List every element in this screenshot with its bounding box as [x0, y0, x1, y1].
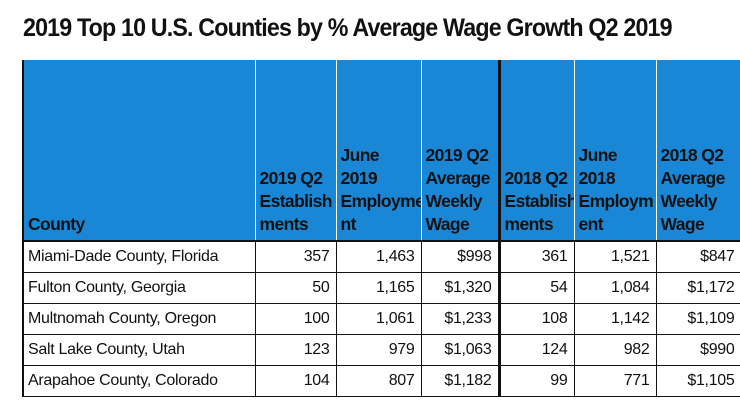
- header-line: ments: [259, 214, 309, 234]
- cell-employment-2019: 1,061: [336, 303, 422, 335]
- header-line: 2018 Q2: [504, 168, 569, 188]
- cell-county: Multnomah County, Oregon: [22, 303, 256, 335]
- cell-employment-2019: 1,165: [336, 272, 422, 304]
- cell-establishments-2019: 50: [255, 272, 337, 304]
- cell-avg-weekly-wage-2018: $1,105: [656, 365, 740, 397]
- cell-establishments-2018: 361: [499, 241, 575, 273]
- header-line: Average: [425, 168, 491, 188]
- header-line: Establish: [259, 191, 333, 211]
- header-line: Employm: [578, 191, 654, 211]
- page-title: 2019 Top 10 U.S. Counties by % Average W…: [23, 14, 673, 42]
- table-row: Salt Lake County, Utah 123 979 $1,063 124 982…: [22, 334, 740, 366]
- cell-establishments-2019: 104: [255, 365, 337, 397]
- cell-county: Arapahoe County, Colorado: [22, 365, 256, 397]
- cell-county: Salt Lake County, Utah: [22, 334, 256, 366]
- cell-establishments-2018: 108: [499, 303, 575, 335]
- header-line: June: [340, 145, 380, 165]
- table-row: Multnomah County, Oregon 100 1,061 $1,233 10…: [22, 303, 740, 335]
- header-line: Wage: [425, 214, 470, 234]
- header-line: Weekly: [425, 191, 483, 211]
- header-line: Average: [660, 168, 726, 188]
- cell-avg-weekly-wage-2019: $1,320: [421, 272, 501, 304]
- table-row: Fulton County, Georgia 50 1,165 $1,320 54 1,0…: [22, 272, 740, 304]
- cell-county: Miami-Dade County, Florida: [22, 241, 256, 273]
- table-body: Miami-Dade County, Florida 357 1,463 $998 36…: [22, 241, 740, 397]
- header-line: 2019 Q2: [425, 145, 490, 165]
- cell-county: Fulton County, Georgia: [22, 272, 256, 304]
- header-2019-establishments: 2019 Q2 Establish ments: [254, 60, 337, 242]
- header-2019-average-weekly-wage: 2019 Q2 Average Weekly Wage: [420, 60, 501, 242]
- header-june-2019-employment: June 2019 Employme nt: [335, 60, 422, 242]
- header-june-2018-employment: June 2018 Employm ent: [573, 60, 657, 242]
- header-county: County: [22, 60, 256, 242]
- cell-employment-2018: 1,521: [574, 241, 657, 273]
- cell-employment-2019: 979: [336, 334, 422, 366]
- cell-avg-weekly-wage-2019: $1,182: [421, 365, 501, 397]
- table-row: Miami-Dade County, Florida 357 1,463 $998 36…: [22, 241, 740, 273]
- cell-avg-weekly-wage-2019: $1,233: [421, 303, 501, 335]
- cell-establishments-2018: 99: [499, 365, 575, 397]
- cell-avg-weekly-wage-2018: $990: [656, 334, 740, 366]
- cell-avg-weekly-wage-2018: $1,109: [656, 303, 740, 335]
- header-line: Weekly: [660, 191, 718, 211]
- cell-employment-2018: 1,084: [574, 272, 657, 304]
- header-line: ments: [504, 214, 554, 234]
- header-line: ent: [578, 214, 604, 234]
- table-header-row: County 2019 Q2 Establish ments June 2019 Emp…: [22, 60, 740, 242]
- cell-employment-2018: 1,142: [574, 303, 657, 335]
- header-line: 2019 Q2: [259, 168, 324, 188]
- header-line: nt: [340, 214, 357, 234]
- cell-employment-2018: 982: [574, 334, 657, 366]
- table-row: Arapahoe County, Colorado 104 807 $1,182 99 7…: [22, 365, 740, 397]
- cell-avg-weekly-wage-2018: $847: [656, 241, 740, 273]
- cell-establishments-2019: 100: [255, 303, 337, 335]
- cell-employment-2019: 807: [336, 365, 422, 397]
- header-line: 2018 Q2: [660, 145, 725, 165]
- header-line: Employme: [340, 191, 421, 211]
- header-line: Establish: [504, 191, 574, 211]
- cell-avg-weekly-wage-2018: $1,172: [656, 272, 740, 304]
- header-line: June: [578, 145, 618, 165]
- header-line: Wage: [660, 214, 705, 234]
- cell-establishments-2018: 54: [499, 272, 575, 304]
- cell-employment-2018: 771: [574, 365, 657, 397]
- cell-employment-2019: 1,463: [336, 241, 422, 273]
- wage-growth-table: County 2019 Q2 Establish ments June 2019 Emp…: [22, 60, 740, 397]
- header-line: 2019: [340, 168, 378, 188]
- cell-avg-weekly-wage-2019: $1,063: [421, 334, 501, 366]
- cell-establishments-2019: 357: [255, 241, 337, 273]
- header-line: 2018: [578, 168, 616, 188]
- cell-establishments-2019: 123: [255, 334, 337, 366]
- cell-avg-weekly-wage-2019: $998: [421, 241, 501, 273]
- header-2018-average-weekly-wage: 2018 Q2 Average Weekly Wage: [655, 60, 740, 242]
- header-line: County: [28, 214, 85, 234]
- header-2018-establishments: 2018 Q2 Establish ments: [498, 60, 575, 242]
- cell-establishments-2018: 124: [499, 334, 575, 366]
